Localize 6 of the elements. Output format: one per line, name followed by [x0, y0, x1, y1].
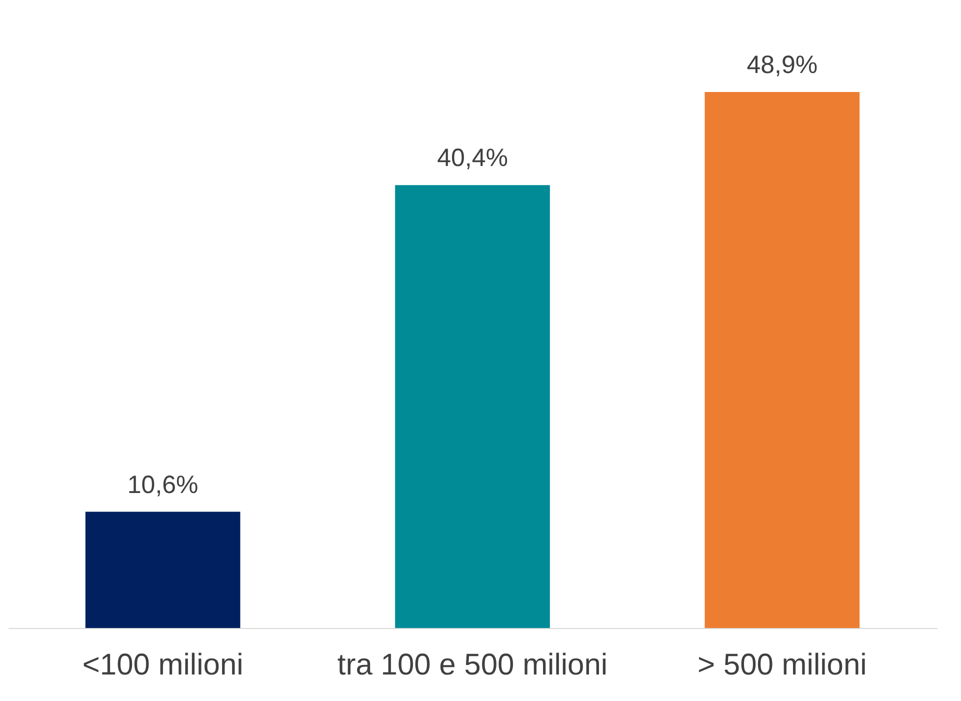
data-label: 10,6%: [127, 470, 198, 499]
x-tick-label: <100 milioni: [82, 648, 244, 682]
data-label: 40,4%: [437, 144, 508, 172]
x-tick-label: tra 100 e 500 milioni: [337, 648, 608, 682]
data-label: 48,9%: [746, 51, 818, 79]
x-tick-label: > 500 milioni: [698, 648, 867, 682]
